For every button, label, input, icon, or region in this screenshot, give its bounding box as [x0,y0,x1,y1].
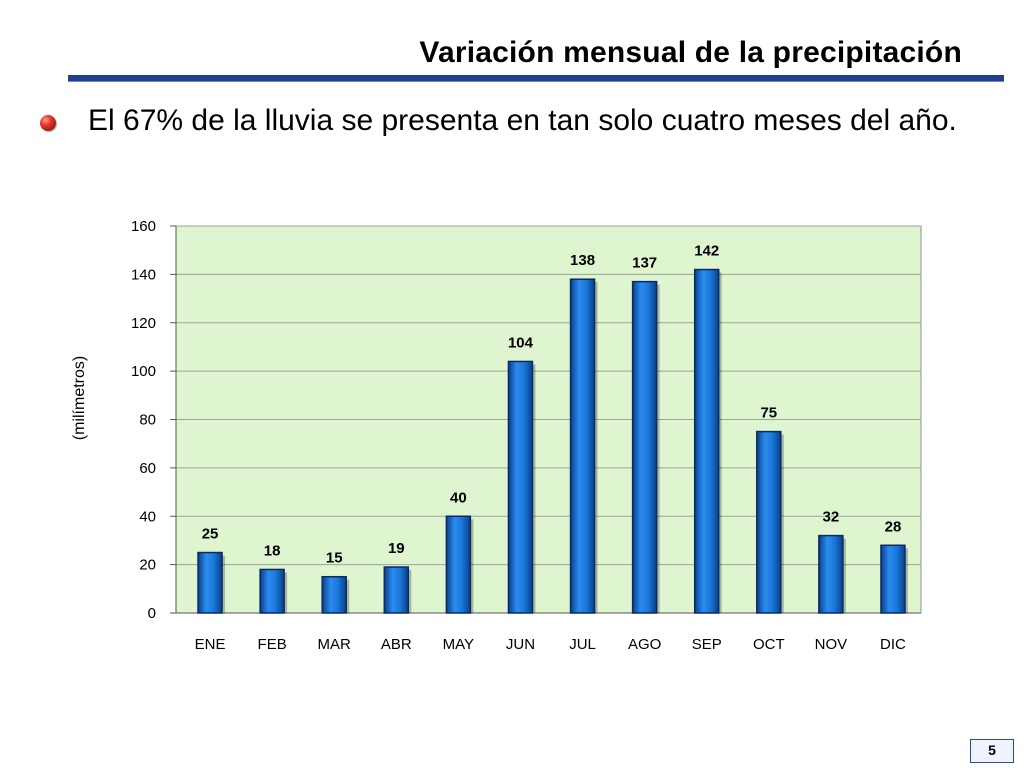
bar-dic [880,544,906,614]
bar-ago [631,280,658,614]
data-label-oct: 75 [760,405,777,422]
y-tick-label: 100 [131,363,156,380]
y-tick-label: 60 [139,460,156,477]
y-tick-label: 20 [139,557,156,574]
data-label-ago: 137 [632,255,657,272]
data-label-may: 40 [450,489,467,506]
data-label-sep: 142 [694,243,719,260]
y-tick-label: 0 [148,605,156,622]
x-tick-label-jul: JUL [569,636,596,653]
y-tick-label: 40 [139,508,156,525]
x-tick-label-ene: ENE [195,636,226,653]
y-axis-title: (milímetros) [71,356,88,440]
bullet-icon [40,115,56,131]
x-tick-label-sep: SEP [692,636,722,653]
x-tick-label-feb: FEB [258,636,287,653]
bars [197,268,908,614]
data-label-feb: 18 [264,542,281,559]
x-tick-label-abr: ABR [381,636,412,653]
x-tick-label-nov: NOV [815,636,848,653]
y-tick-label: 120 [131,315,156,332]
y-axis-ticks: 0 20 40 60 80 100 120 140 160 [131,218,176,622]
bar-mar [321,575,347,614]
x-tick-label-dic: DIC [880,636,906,653]
y-tick-label: 140 [131,266,156,283]
bar-ene [197,551,223,614]
data-label-ene: 25 [202,526,219,543]
bar-jun [507,360,534,614]
gridlines [176,225,921,566]
y-tick-label: 160 [131,218,156,235]
bar-abr [383,566,410,614]
slide-title: Variación mensual de la precipitación [419,36,962,69]
x-tick-label-ago: AGO [628,636,661,653]
bullet-text: El 67% de la lluvia se presenta en tan s… [88,104,957,137]
bar-may [445,515,472,614]
data-label-abr: 19 [388,540,405,557]
page-number: 5 [970,739,1014,763]
x-tick-label-mar: MAR [318,636,352,653]
bar-sep [693,268,720,614]
title-underline [68,75,1004,82]
x-tick-label-oct: OCT [753,636,785,653]
data-label-nov: 32 [823,509,840,526]
data-label-dic: 28 [885,518,902,535]
bar-feb [259,568,285,614]
x-axis-labels: ENE FEB MAR ABR MAY JUN JUL AGO SEP OCT NOV DIC [195,636,906,653]
y-tick-label: 80 [139,412,156,429]
data-label-jul: 138 [570,252,595,269]
bar-jul [569,278,596,614]
data-labels: 25 18 15 19 40 104 138 137 142 75 32 28 [202,243,902,567]
data-label-jun: 104 [508,334,534,351]
x-tick-label-may: MAY [443,636,474,653]
data-label-mar: 15 [326,550,343,567]
bar-nov [818,534,844,614]
x-tick-label-jun: JUN [506,636,535,653]
bar-oct [756,430,782,614]
